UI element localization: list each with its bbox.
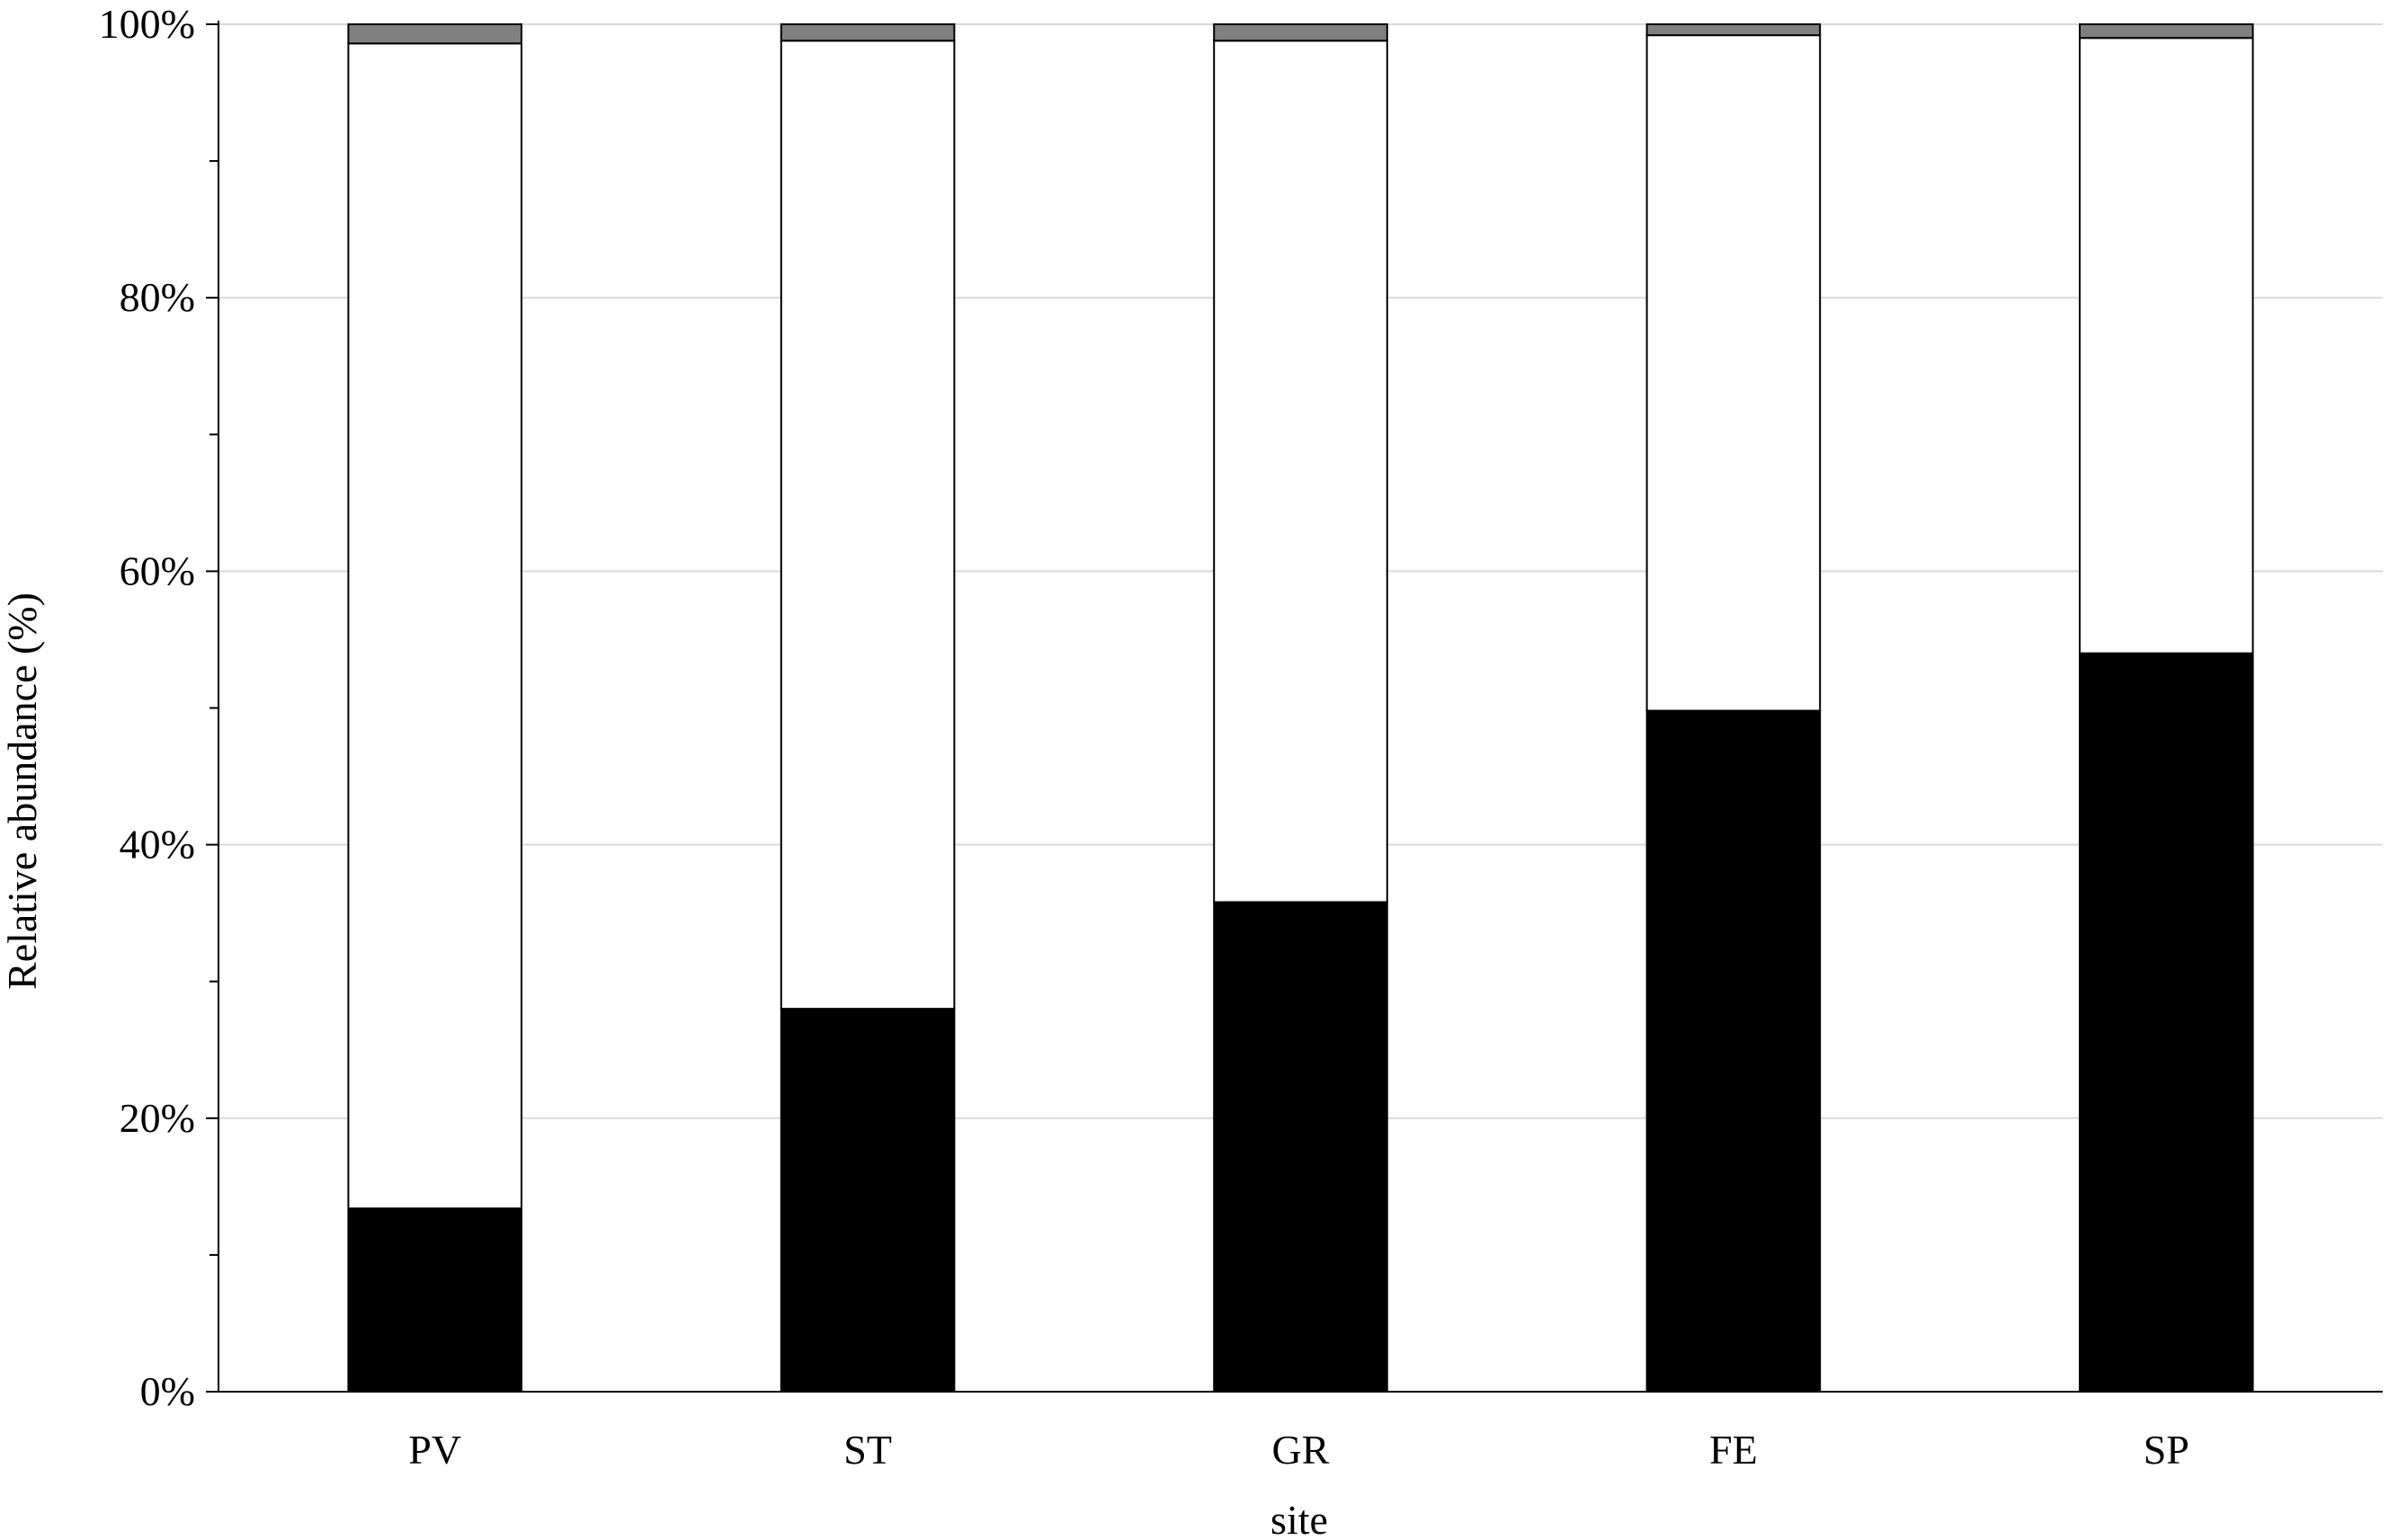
x-tick-label: ST xyxy=(843,1427,892,1473)
bar-segment-FE-2 xyxy=(1645,34,1822,712)
y-tick-labels: 0% 20% 40% 60% 80% 100% xyxy=(99,1,195,1414)
bar-segment-ST-3 xyxy=(780,23,956,42)
y-tick-label: 40% xyxy=(120,822,195,868)
bar-segment-GR-1 xyxy=(1213,901,1388,1393)
y-tick-label: 20% xyxy=(120,1095,195,1141)
x-tick-label: FE xyxy=(1709,1427,1758,1473)
bar-segment-SP-1 xyxy=(2079,652,2254,1393)
bar-segment-PV-2 xyxy=(347,42,522,1210)
x-tick-labels: PV ST GR FE SP xyxy=(408,1427,2189,1473)
bar-segment-ST-1 xyxy=(780,1008,956,1393)
bar-segment-PV-1 xyxy=(347,1207,522,1393)
bar-segment-FE-1 xyxy=(1645,709,1822,1393)
y-axis-title: Relative abundance (%) xyxy=(0,592,45,990)
y-tick-label: 100% xyxy=(99,1,195,47)
bar-segment-SP-3 xyxy=(2079,23,2254,40)
bar-segment-ST-2 xyxy=(780,40,956,1010)
y-tick-label: 0% xyxy=(140,1368,195,1414)
bar-segment-FE-3 xyxy=(1645,23,1822,37)
x-tick-label: SP xyxy=(2144,1427,2189,1473)
bars xyxy=(347,23,2254,1393)
y-tick-label: 80% xyxy=(120,274,195,320)
bar-segment-PV-3 xyxy=(347,23,522,45)
x-axis-title: site xyxy=(1270,1497,1328,1540)
bar-segment-GR-3 xyxy=(1213,23,1388,42)
x-tick-label: GR xyxy=(1272,1427,1330,1473)
y-tick-label: 60% xyxy=(120,547,195,593)
bar-segment-SP-2 xyxy=(2079,37,2254,654)
bar-segment-GR-2 xyxy=(1213,40,1388,904)
x-tick-label: PV xyxy=(408,1427,461,1473)
axes xyxy=(206,21,2383,1393)
